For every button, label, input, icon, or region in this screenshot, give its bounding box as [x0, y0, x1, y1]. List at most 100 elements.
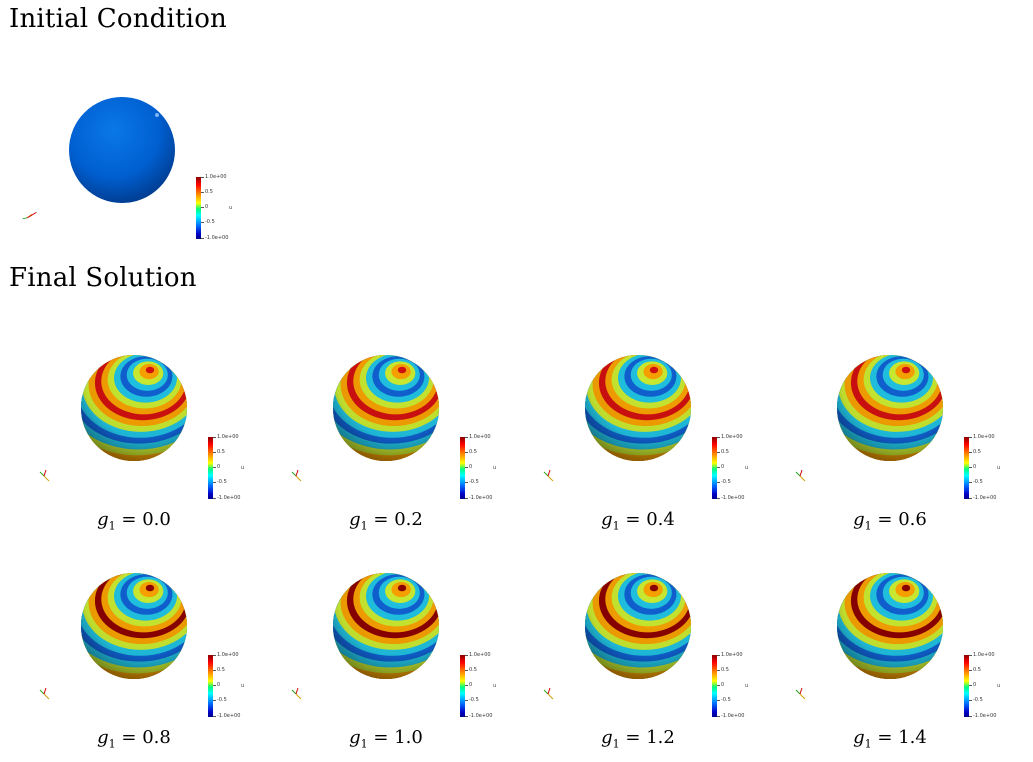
colorbar-tick: [465, 498, 468, 499]
axes-orientation-icon: [795, 687, 806, 700]
caption-value: 1.0: [394, 727, 423, 748]
colorbar-tick-label: -0.5: [205, 219, 215, 225]
colorbar-tick-label: -1.0e+00: [469, 495, 493, 501]
caption-subscript: 1: [360, 737, 368, 751]
solution-sphere: [81, 573, 187, 679]
caption-value: 0.4: [646, 509, 675, 530]
colorbar-tick: [969, 498, 972, 499]
colorbar-tick: [717, 482, 720, 483]
panel-caption: g1 = 0.0: [64, 509, 204, 533]
colorbar-gradient: [712, 655, 717, 717]
colorbar-variable-label: u: [745, 683, 749, 689]
colorbar-tick-label: 1.0e+00: [217, 652, 239, 658]
colorbar-tick-label: -1.0e+00: [973, 713, 997, 719]
colorbar-gradient: [196, 177, 201, 239]
caption-equals: =: [619, 727, 647, 748]
colorbar-tick: [201, 177, 204, 178]
panel-caption: g1 = 0.8: [64, 727, 204, 751]
solution-sphere: [81, 355, 187, 461]
solution-colorbar: 1.0e+00 0.5 0 -0.5 -1.0e+00 u: [964, 653, 1024, 721]
colorbar-tick-label: -0.5: [973, 697, 983, 703]
solution-colorbar: 1.0e+00 0.5 0 -0.5 -1.0e+00 u: [460, 434, 520, 503]
colorbar-tick: [465, 655, 468, 656]
colorbar-tick: [969, 452, 972, 453]
colorbar-tick-label: 0: [721, 682, 725, 688]
axes-orientation-icon: [39, 687, 50, 700]
colorbar-tick: [717, 437, 720, 438]
colorbar-tick: [465, 670, 468, 671]
initial-condition-sphere: [69, 97, 175, 203]
initial-colorbar: 1.0e+00 0.5 0 -0.5 -1.0e+00 u: [196, 174, 256, 243]
caption-subscript: 1: [864, 519, 872, 533]
colorbar-gradient: [964, 437, 969, 499]
solution-sphere: [585, 573, 691, 679]
panel-caption: g1 = 1.4: [820, 727, 960, 751]
colorbar-tick: [465, 482, 468, 483]
colorbar-tick-label: 0: [469, 682, 473, 688]
panel-caption: g1 = 0.2: [316, 509, 456, 533]
caption-subscript: 1: [612, 519, 620, 533]
colorbar-tick: [717, 452, 720, 453]
solution-colorbar: 1.0e+00 0.5 0 -0.5 -1.0e+00 u: [712, 434, 772, 503]
colorbar-tick: [213, 498, 216, 499]
colorbar-tick-label: 1.0e+00: [469, 652, 491, 658]
colorbar-tick-label: -1.0e+00: [973, 495, 997, 501]
colorbar-tick-label: 1.0e+00: [469, 434, 491, 440]
colorbar-tick: [201, 192, 204, 193]
colorbar-variable-label: u: [493, 683, 497, 689]
colorbar-tick: [969, 700, 972, 701]
solution-colorbar: 1.0e+00 0.5 0 -0.5 -1.0e+00 u: [460, 652, 520, 721]
solution-sphere: [837, 573, 943, 679]
colorbar-tick-label: -0.5: [721, 479, 731, 485]
colorbar-tick: [201, 207, 204, 208]
colorbar-tick-label: 0: [217, 682, 221, 688]
colorbar-tick: [717, 685, 720, 686]
caption-equals: =: [367, 727, 395, 748]
caption-equals: =: [871, 727, 899, 748]
colorbar-tick-label: 1.0e+00: [205, 174, 227, 180]
caption-subscript: 1: [360, 519, 368, 533]
colorbar-tick: [717, 655, 720, 656]
colorbar-tick: [969, 655, 972, 656]
caption-value: 1.4: [898, 727, 927, 748]
colorbar-tick: [213, 700, 216, 701]
caption-value: 1.2: [646, 727, 675, 748]
colorbar-variable-label: u: [241, 465, 245, 471]
colorbar-tick-label: 0.5: [469, 449, 477, 455]
caption-symbol: g: [601, 509, 613, 530]
colorbar-tick-label: -0.5: [469, 479, 479, 485]
caption-symbol: g: [97, 509, 109, 530]
axes-orientation-icon: [795, 469, 806, 482]
colorbar-tick-label: -0.5: [217, 697, 227, 703]
colorbar-tick: [969, 467, 972, 468]
caption-symbol: g: [853, 509, 865, 530]
axes-orientation-icon: [291, 469, 302, 482]
colorbar-tick: [969, 437, 972, 438]
colorbar-tick-label: -0.5: [721, 697, 731, 703]
colorbar-tick: [969, 685, 972, 686]
colorbar-tick-label: -1.0e+00: [721, 713, 745, 719]
colorbar-tick-label: 0.5: [217, 449, 225, 455]
colorbar-tick-label: -1.0e+00: [217, 495, 241, 501]
caption-equals: =: [115, 509, 143, 530]
colorbar-variable-label: u: [493, 465, 497, 471]
colorbar-tick: [213, 655, 216, 656]
caption-subscript: 1: [108, 737, 116, 751]
colorbar-tick-label: 0.5: [721, 667, 729, 673]
colorbar-tick-label: 0: [217, 464, 221, 470]
colorbar-tick-label: 0: [469, 464, 473, 470]
caption-symbol: g: [97, 727, 109, 748]
caption-symbol: g: [853, 727, 865, 748]
caption-equals: =: [619, 509, 647, 530]
initial-condition-heading: Initial Condition: [9, 4, 227, 34]
colorbar-tick-label: 1.0e+00: [721, 434, 743, 440]
caption-symbol: g: [601, 727, 613, 748]
colorbar-tick: [213, 437, 216, 438]
colorbar-tick: [969, 670, 972, 671]
caption-equals: =: [871, 509, 899, 530]
solution-sphere: [837, 355, 943, 461]
colorbar-tick-label: -1.0e+00: [469, 713, 493, 719]
colorbar-tick-label: 1.0e+00: [721, 652, 743, 658]
caption-subscript: 1: [108, 519, 116, 533]
colorbar-tick-label: 0: [205, 204, 209, 210]
